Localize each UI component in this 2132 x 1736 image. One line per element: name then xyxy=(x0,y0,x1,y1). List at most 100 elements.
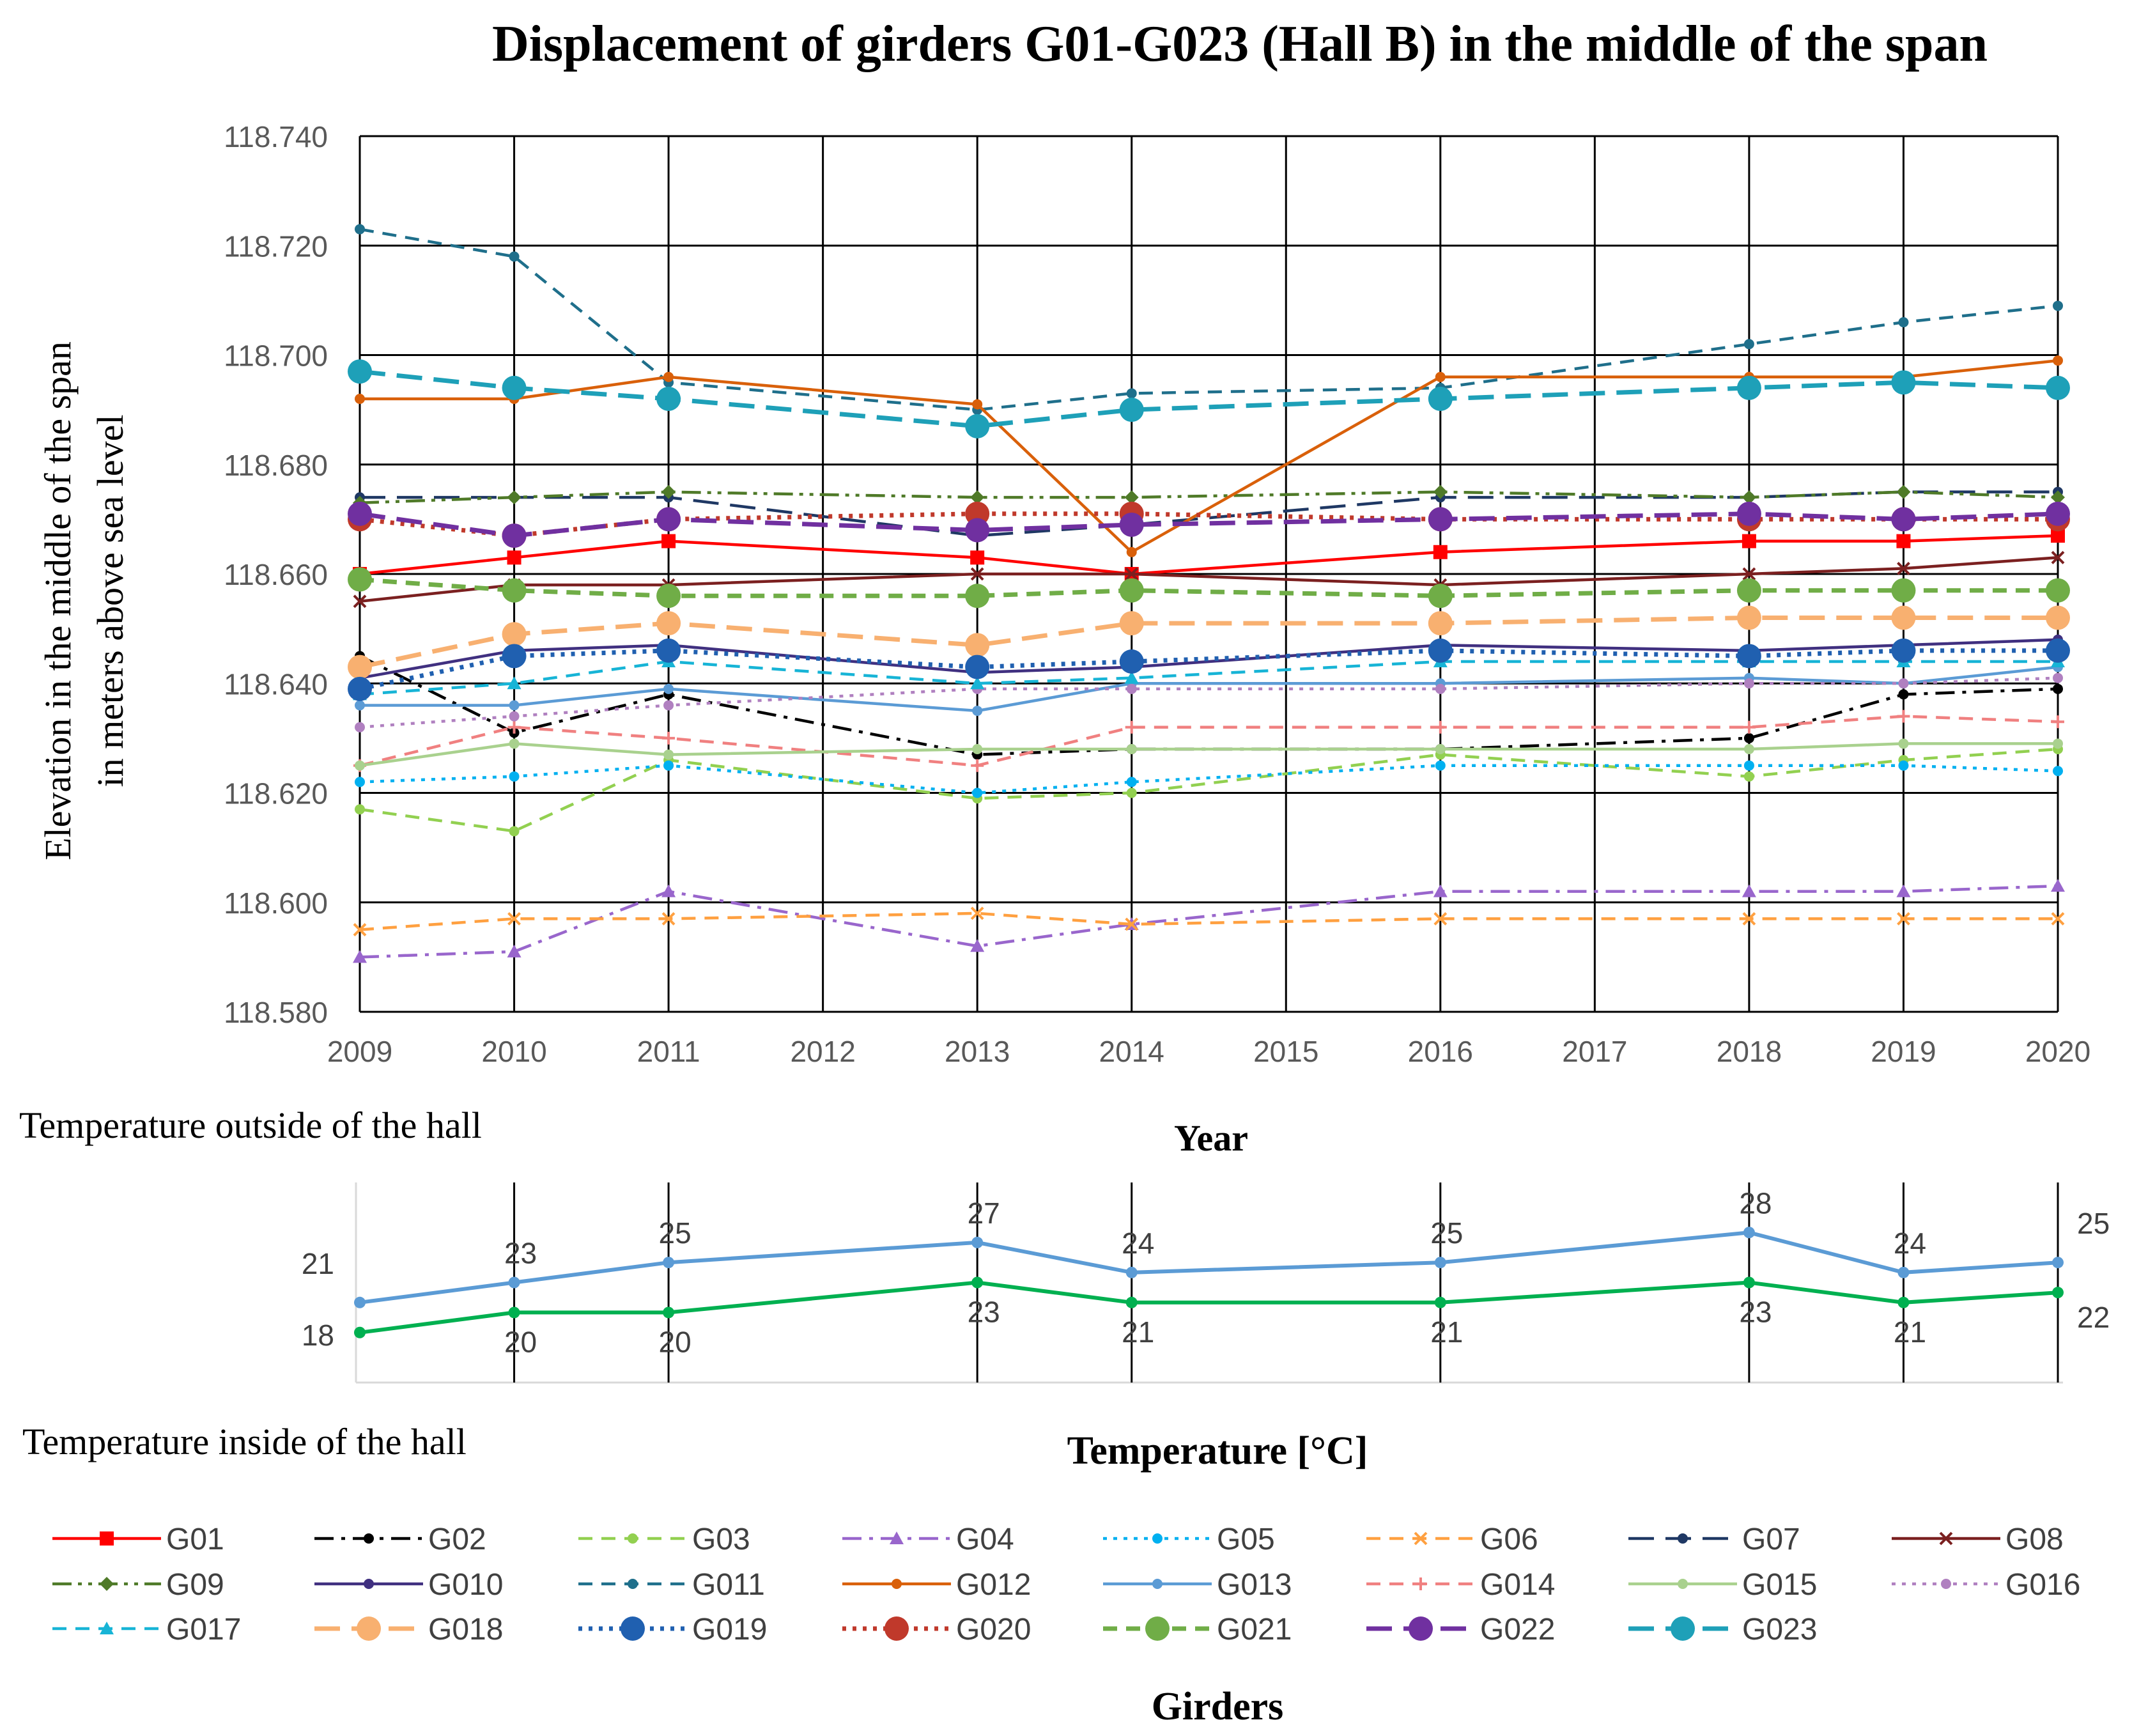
temperature-data-label: 23 xyxy=(1739,1296,1772,1329)
data-point xyxy=(1898,317,1909,328)
x-tick-label: 2020 xyxy=(2025,1035,2090,1068)
legend-item-g01: G01 xyxy=(52,1523,224,1556)
data-point xyxy=(1891,638,1916,663)
legend-item-g03: G03 xyxy=(578,1523,750,1556)
legend-swatch-marker xyxy=(364,1579,374,1589)
legend-swatch-marker xyxy=(1678,1579,1688,1589)
data-point xyxy=(1742,720,1756,734)
series-line-g019 xyxy=(359,648,2058,692)
y-tick-label: 118.740 xyxy=(224,120,328,153)
data-point xyxy=(502,375,527,400)
data-point xyxy=(972,399,983,410)
legend-label: G018 xyxy=(428,1613,503,1647)
legend-label: G013 xyxy=(1217,1568,1292,1602)
data-point xyxy=(348,676,372,701)
legend-swatch-marker xyxy=(1414,1531,1428,1546)
y-tick-label: 118.640 xyxy=(224,667,328,701)
data-point xyxy=(1435,744,1446,754)
data-point xyxy=(507,944,521,957)
legend-item-g016: G016 xyxy=(1892,1568,2080,1602)
data-point xyxy=(507,676,521,690)
legend-swatch-marker xyxy=(1145,1616,1170,1641)
temperature-data-label: 23 xyxy=(504,1237,537,1270)
series-g023 xyxy=(348,359,2070,438)
legend-label: G020 xyxy=(956,1613,1031,1647)
legend-label: G019 xyxy=(692,1613,767,1647)
data-point xyxy=(1126,546,1137,557)
data-point xyxy=(663,760,674,771)
data-point xyxy=(1897,562,1910,575)
data-point xyxy=(348,359,372,384)
legend-item-g019: G019 xyxy=(578,1613,767,1647)
data-point xyxy=(1742,567,1756,581)
data-point xyxy=(1124,490,1139,505)
data-point xyxy=(970,906,984,920)
temperature-axis-label: Temperature [°C] xyxy=(1067,1429,1368,1473)
data-point xyxy=(1736,578,1761,603)
data-point xyxy=(663,700,674,711)
data-point xyxy=(355,394,365,404)
y-tick-label: 118.580 xyxy=(224,996,328,1029)
data-point xyxy=(502,622,527,647)
data-point xyxy=(2053,683,2063,694)
data-point xyxy=(2053,738,2063,749)
series-g06 xyxy=(353,906,2065,936)
data-point xyxy=(965,518,990,543)
temperature-series: 21 23 25 27 24 25 28 24 25 18 20 20 23 21 21 23 21 22 xyxy=(302,1186,2110,1358)
legend-item-g011: G011 xyxy=(578,1568,765,1602)
data-point xyxy=(2053,766,2063,777)
y-tick-label: 118.680 xyxy=(224,449,328,482)
legend-swatch-marker xyxy=(100,1531,114,1546)
data-point xyxy=(1433,884,1448,897)
data-point xyxy=(1428,584,1453,608)
legend-label: G016 xyxy=(2005,1568,2080,1602)
legend: G01 G02 G03 G04 G05 G06 G07 G08 G09 G010 G011 G012 G… xyxy=(52,1523,2080,1647)
data-point xyxy=(2051,550,2065,564)
temperature-point xyxy=(1743,1227,1755,1239)
series-g021 xyxy=(348,567,2070,608)
legend-swatch-marker xyxy=(1678,1533,1688,1544)
temperature-inside-label: Temperature inside of the hall xyxy=(22,1421,467,1462)
data-point xyxy=(1891,578,1916,603)
data-point xyxy=(2046,638,2070,663)
data-point xyxy=(348,655,372,679)
data-point xyxy=(507,720,521,734)
legend-item-g06: G06 xyxy=(1366,1523,1538,1556)
data-point xyxy=(663,371,674,382)
data-point xyxy=(965,633,990,658)
data-point xyxy=(661,912,676,926)
data-point xyxy=(2051,529,2065,543)
data-point xyxy=(1743,760,1754,771)
temperature-point xyxy=(663,1306,675,1319)
data-point xyxy=(1119,398,1144,422)
data-point xyxy=(2051,879,2065,892)
temperature-data-label: 21 xyxy=(1122,1315,1154,1349)
legend-label: G023 xyxy=(1742,1613,1817,1647)
legend-label: G06 xyxy=(1480,1523,1538,1556)
data-point xyxy=(1119,512,1144,537)
data-point xyxy=(1896,484,1911,499)
temperature-data-label: 18 xyxy=(302,1319,334,1352)
legend-label: G017 xyxy=(166,1613,241,1647)
data-point xyxy=(1742,534,1756,548)
data-point xyxy=(1743,744,1754,754)
legend-swatch-marker xyxy=(621,1616,645,1641)
temperature-data-label: 28 xyxy=(1739,1186,1772,1220)
legend-title: Girders xyxy=(1152,1685,1284,1728)
data-point xyxy=(656,638,681,663)
data-point xyxy=(1742,490,1756,505)
temperature-data-label: 20 xyxy=(659,1325,691,1358)
data-point xyxy=(1898,738,1909,749)
x-tick-label: 2010 xyxy=(481,1035,546,1068)
data-point xyxy=(507,550,521,565)
data-point xyxy=(661,534,676,548)
temperature-point xyxy=(1743,1276,1755,1289)
temperature-point xyxy=(971,1236,984,1248)
data-point xyxy=(965,584,990,608)
legend-swatch-marker xyxy=(1671,1616,1695,1641)
data-point xyxy=(2046,501,2070,526)
temperature-outside-series: 21 23 25 27 24 25 28 24 25 xyxy=(302,1186,2110,1308)
temperature-data-label: 21 xyxy=(1894,1315,1926,1349)
data-point xyxy=(972,744,983,754)
legend-item-g020: G020 xyxy=(842,1613,1031,1647)
